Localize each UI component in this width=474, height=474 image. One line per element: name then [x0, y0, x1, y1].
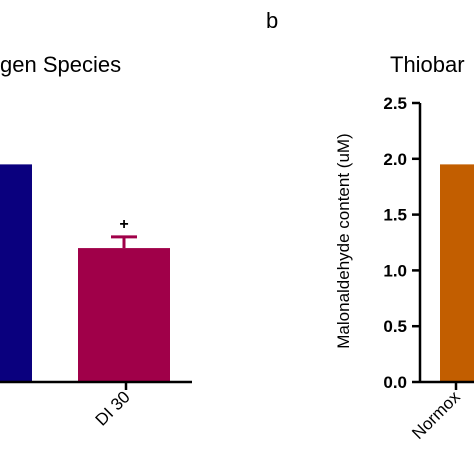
chart-right: Thiobar Malonaldehyde content (uM) 0.00.… — [334, 52, 474, 443]
chart-right-y-tick-label-5: 2.5 — [383, 94, 407, 113]
chart-right-bars — [440, 164, 474, 382]
chart-right-y-tick-label-0: 0.0 — [383, 373, 407, 392]
chart-right-y-ticks: 0.0 0.5 1.0 1.5 2.0 2.5 — [383, 94, 420, 392]
chart-right-x-tick-label-normox: Normox — [408, 387, 464, 443]
chart-left-bar-1 — [78, 248, 170, 382]
chart-right-y-tick-label-3: 1.5 — [383, 206, 407, 225]
chart-right-title: Thiobar — [390, 52, 465, 77]
chart-left-error-bar-1 — [111, 235, 137, 249]
chart-right-bar-0 — [440, 164, 474, 382]
chart-left-bar-0 — [0, 164, 32, 382]
chart-right-y-tick-label-4: 2.0 — [383, 150, 407, 169]
chart-right-y-label: Malonaldehyde content (uM) — [334, 133, 353, 348]
chart-right-y-tick-label-1: 0.5 — [383, 317, 407, 336]
panel-label-b: b — [266, 8, 278, 33]
chart-left: gen Species + DI 30 — [0, 52, 192, 430]
chart-right-y-tick-label-2: 1.0 — [383, 261, 407, 280]
chart-left-annotation-1: + — [119, 216, 128, 233]
chart-left-x-tick-label-di30: DI 30 — [92, 387, 134, 429]
chart-left-bars: + — [0, 164, 170, 382]
chart-left-title: gen Species — [0, 52, 121, 77]
